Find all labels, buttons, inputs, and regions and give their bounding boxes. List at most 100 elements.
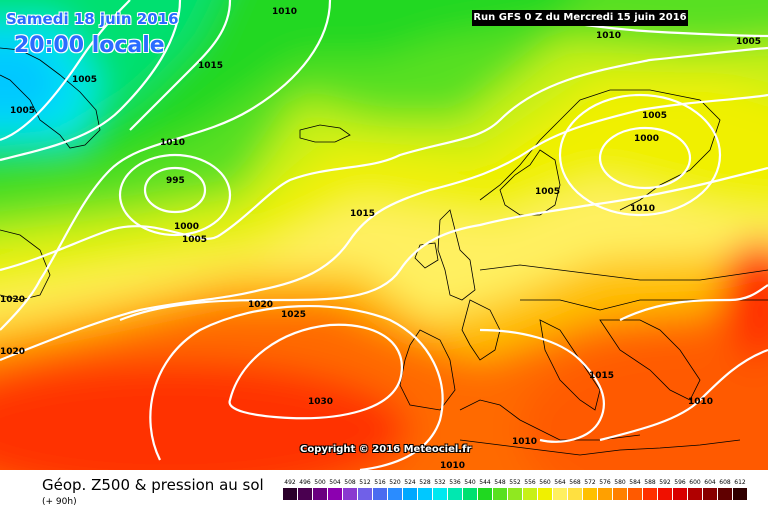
scale-color-swatch — [433, 488, 447, 500]
scale-value-label: 524 — [404, 479, 416, 486]
parameter-label: Géop. Z500 & pression au sol — [42, 476, 264, 494]
scale-entry: 600 — [688, 478, 702, 502]
scale-color-swatch — [328, 488, 342, 500]
scale-color-swatch — [523, 488, 537, 500]
scale-value-label: 564 — [554, 479, 566, 486]
scale-color-swatch — [553, 488, 567, 500]
model-run-label: Run GFS 0 Z du Mercredi 15 juin 2016 — [472, 10, 688, 26]
scale-entry: 516 — [373, 478, 387, 502]
scale-value-label: 608 — [719, 479, 731, 486]
scale-color-swatch — [463, 488, 477, 500]
scale-entry: 576 — [598, 478, 612, 502]
isobar-label: 1005 — [72, 75, 97, 85]
scale-value-label: 592 — [659, 479, 671, 486]
isobar-label: 1010 — [596, 31, 621, 41]
scale-color-swatch — [493, 488, 507, 500]
forecast-date: Samedi 18 juin 2016 — [6, 10, 179, 28]
scale-color-swatch — [478, 488, 492, 500]
scale-value-label: 528 — [419, 479, 431, 486]
isobars — [0, 0, 768, 470]
copyright-notice: Copyright © 2016 Meteociel.fr — [300, 444, 472, 455]
scale-color-swatch — [703, 488, 717, 500]
isobar-label: 995 — [166, 176, 185, 186]
isobar-label: 1010 — [688, 397, 713, 407]
scale-entry: 568 — [568, 478, 582, 502]
scale-value-label: 572 — [584, 479, 596, 486]
scale-value-label: 508 — [344, 479, 356, 486]
scale-entry: 504 — [328, 478, 342, 502]
scale-entry: 496 — [298, 478, 312, 502]
isobar-label: 1000 — [174, 222, 199, 232]
coastlines — [0, 47, 768, 456]
scale-color-swatch — [673, 488, 687, 500]
isobar-label: 1000 — [634, 134, 659, 144]
geopotential-field — [0, 0, 768, 470]
scale-color-swatch — [658, 488, 672, 500]
scale-entry: 596 — [673, 478, 687, 502]
scale-value-label: 600 — [689, 479, 701, 486]
scale-color-swatch — [583, 488, 597, 500]
scale-color-swatch — [298, 488, 312, 500]
scale-color-swatch — [388, 488, 402, 500]
isobar-label: 1015 — [350, 209, 375, 219]
scale-color-swatch — [688, 488, 702, 500]
scale-color-swatch — [448, 488, 462, 500]
isobar-label: 1010 — [272, 7, 297, 17]
scale-entry: 580 — [613, 478, 627, 502]
scale-value-label: 516 — [374, 479, 386, 486]
scale-value-label: 612 — [734, 479, 746, 486]
scale-color-swatch — [733, 488, 747, 500]
scale-entry: 556 — [523, 478, 537, 502]
isobar-label: 1010 — [160, 138, 185, 148]
scale-value-label: 520 — [389, 479, 401, 486]
isobar-label: 1020 — [0, 295, 25, 305]
weather-map: 1010 1010 1005 1015 1005 1005 1010 995 1… — [0, 0, 768, 470]
scale-color-swatch — [718, 488, 732, 500]
scale-entry: 548 — [493, 478, 507, 502]
scale-entry: 536 — [448, 478, 462, 502]
scale-value-label: 604 — [704, 479, 716, 486]
scale-color-swatch — [643, 488, 657, 500]
scale-color-swatch — [313, 488, 327, 500]
scale-value-label: 500 — [314, 479, 326, 486]
isobar-label: 1020 — [0, 347, 25, 357]
scale-entry: 508 — [343, 478, 357, 502]
scale-color-swatch — [358, 488, 372, 500]
scale-value-label: 540 — [464, 479, 476, 486]
scale-color-swatch — [628, 488, 642, 500]
forecast-offset-label: (+ 90h) — [42, 497, 77, 507]
scale-value-label: 536 — [449, 479, 461, 486]
scale-value-label: 504 — [329, 479, 341, 486]
scale-color-swatch — [538, 488, 552, 500]
scale-entry: 524 — [403, 478, 417, 502]
scale-entry: 500 — [313, 478, 327, 502]
isobar-label: 1010 — [512, 437, 537, 447]
isobar-label: 1005 — [736, 37, 761, 47]
scale-value-label: 560 — [539, 479, 551, 486]
scale-color-swatch — [508, 488, 522, 500]
scale-entry: 544 — [478, 478, 492, 502]
scale-entry: 560 — [538, 478, 552, 502]
isobar-labels: 1010 1010 1005 1015 1005 1005 1010 995 1… — [0, 7, 761, 470]
scale-value-label: 580 — [614, 479, 626, 486]
scale-entry: 532 — [433, 478, 447, 502]
scale-color-swatch — [403, 488, 417, 500]
scale-entry: 604 — [703, 478, 717, 502]
scale-entry: 588 — [643, 478, 657, 502]
scale-color-swatch — [373, 488, 387, 500]
scale-value-label: 556 — [524, 479, 536, 486]
isobar-label: 1005 — [642, 111, 667, 121]
scale-entry: 540 — [463, 478, 477, 502]
scale-entry: 564 — [553, 478, 567, 502]
scale-entry: 528 — [418, 478, 432, 502]
scale-color-swatch — [418, 488, 432, 500]
isobar-label: 1005 — [182, 235, 207, 245]
scale-value-label: 544 — [479, 479, 491, 486]
scale-color-swatch — [568, 488, 582, 500]
scale-entry: 572 — [583, 478, 597, 502]
scale-entry: 592 — [658, 478, 672, 502]
scale-value-label: 496 — [299, 479, 311, 486]
scale-value-label: 552 — [509, 479, 521, 486]
scale-value-label: 596 — [674, 479, 686, 486]
isobar-label: 1010 — [440, 461, 465, 470]
